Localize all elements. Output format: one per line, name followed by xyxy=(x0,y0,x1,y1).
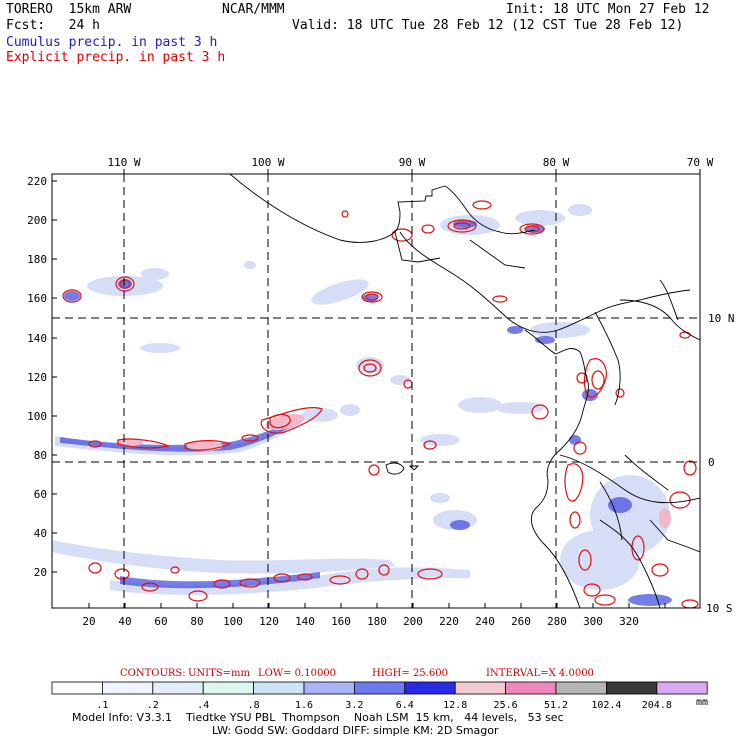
x-tick: 60 xyxy=(154,615,167,628)
contours-interval: INTERVAL=X 4.0000 xyxy=(486,668,594,679)
legend-swatch xyxy=(606,681,658,695)
model-info: Model Info: V3.3.1 Tiedtke YSU PBL Thomp… xyxy=(72,711,564,724)
lat-lon-grid xyxy=(52,174,700,608)
y-tick: 20 xyxy=(34,566,47,579)
color-legend xyxy=(51,681,708,695)
legend-swatch xyxy=(656,681,708,695)
organization: NCAR/MMM xyxy=(222,2,285,17)
axis-ticks xyxy=(52,169,701,608)
legend-label: 6.4 xyxy=(396,700,414,711)
legend-swatch xyxy=(555,681,607,695)
y-tick: 200 xyxy=(27,214,47,227)
contour-stats: CONTOURS: UNITS=mm LOW= 0.10000 HIGH= 25… xyxy=(120,668,594,679)
x-tick: 180 xyxy=(367,615,387,628)
legend-swatch xyxy=(253,681,305,695)
x-tick: 160 xyxy=(331,615,351,628)
physics-info: LW: Godd SW: Goddard DIFF: simple KM: 2D… xyxy=(212,724,499,737)
init-time: Init: 18 UTC Mon 27 Feb 12 xyxy=(506,2,710,17)
y-tick: 100 xyxy=(27,410,47,423)
x-tick: 80 xyxy=(190,615,203,628)
legend-label: 51.2 xyxy=(544,700,568,711)
legend-label: 25.6 xyxy=(494,700,518,711)
legend-swatch xyxy=(454,681,507,695)
legend-label: 3.2 xyxy=(345,700,363,711)
x-tick: 300 xyxy=(583,615,603,628)
x-tick: 260 xyxy=(511,615,531,628)
lon-label-100w: 100 W xyxy=(251,156,284,169)
extreme-precip-shading xyxy=(116,413,671,528)
legend-swatch xyxy=(404,681,456,695)
forecast-hour: Fcst: 24 h xyxy=(6,18,100,33)
lon-label-70w: 70 W xyxy=(687,156,714,169)
x-tick: 240 xyxy=(475,615,495,628)
lon-label-110w: 110 W xyxy=(107,156,140,169)
legend-swatch xyxy=(202,681,254,695)
y-tick: 40 xyxy=(34,527,47,540)
legend-label: .1 xyxy=(96,700,108,711)
explicit-contours xyxy=(62,200,699,608)
valid-time: Valid: 18 UTC Tue 28 Feb 12 (12 CST Tue … xyxy=(292,18,684,33)
contours-high: HIGH= 25.600 xyxy=(372,668,448,679)
x-tick: 140 xyxy=(295,615,315,628)
legend-label: .2 xyxy=(147,700,159,711)
light-precip-shading xyxy=(52,204,670,595)
x-tick: 220 xyxy=(439,615,459,628)
legend-labels: .1 .2 .4 .8 1.6 3.2 6.4 12.8 25.6 51.2 102.4 204.8 xyxy=(96,700,671,711)
lat-label-10n: 10 N xyxy=(708,312,735,325)
legend-swatch xyxy=(102,681,154,695)
lon-label-80w: 80 W xyxy=(543,156,570,169)
y-tick: 60 xyxy=(34,488,47,501)
contours-low: LOW= 0.10000 xyxy=(258,668,336,679)
x-tick: 100 xyxy=(223,615,243,628)
legend-label: .8 xyxy=(248,700,260,711)
x-tick: 320 xyxy=(619,615,639,628)
legend-unit: mm xyxy=(696,697,708,708)
model-name: TORERO 15km ARW xyxy=(6,2,132,17)
legend-swatch xyxy=(303,681,355,695)
legend-label: 204.8 xyxy=(642,700,672,711)
explicit-title: Explicit precip. in past 3 h xyxy=(6,50,226,65)
contours-label: CONTOURS: xyxy=(120,668,186,679)
y-tick: 140 xyxy=(27,332,47,345)
y-tick: 220 xyxy=(27,175,47,188)
x-tick: 40 xyxy=(118,615,131,628)
cumulus-title: Cumulus precip. in past 3 h xyxy=(6,35,218,50)
x-tick: 200 xyxy=(403,615,423,628)
legend-swatch xyxy=(353,681,406,695)
x-tick: 120 xyxy=(259,615,279,628)
legend-label: 1.6 xyxy=(295,700,313,711)
legend-label: 12.8 xyxy=(443,700,467,711)
y-tick: 160 xyxy=(27,292,47,305)
plot-frame xyxy=(51,173,701,609)
y-tick: 80 xyxy=(34,449,47,462)
x-tick: 20 xyxy=(82,615,95,628)
y-tick: 120 xyxy=(27,371,47,384)
legend-swatch xyxy=(505,681,557,695)
legend-label: 102.4 xyxy=(591,700,621,711)
legend-label: .4 xyxy=(197,700,209,711)
y-tick: 180 xyxy=(27,253,47,266)
legend-swatch xyxy=(51,681,103,695)
coastlines xyxy=(229,174,700,608)
lat-label-0: 0 xyxy=(708,456,715,469)
plot-area xyxy=(52,174,700,608)
lat-label-10s: 10 S xyxy=(706,602,733,615)
x-tick: 280 xyxy=(547,615,567,628)
legend-swatch xyxy=(152,681,204,695)
contours-units: UNITS=mm xyxy=(188,668,251,679)
lon-label-90w: 90 W xyxy=(399,156,426,169)
